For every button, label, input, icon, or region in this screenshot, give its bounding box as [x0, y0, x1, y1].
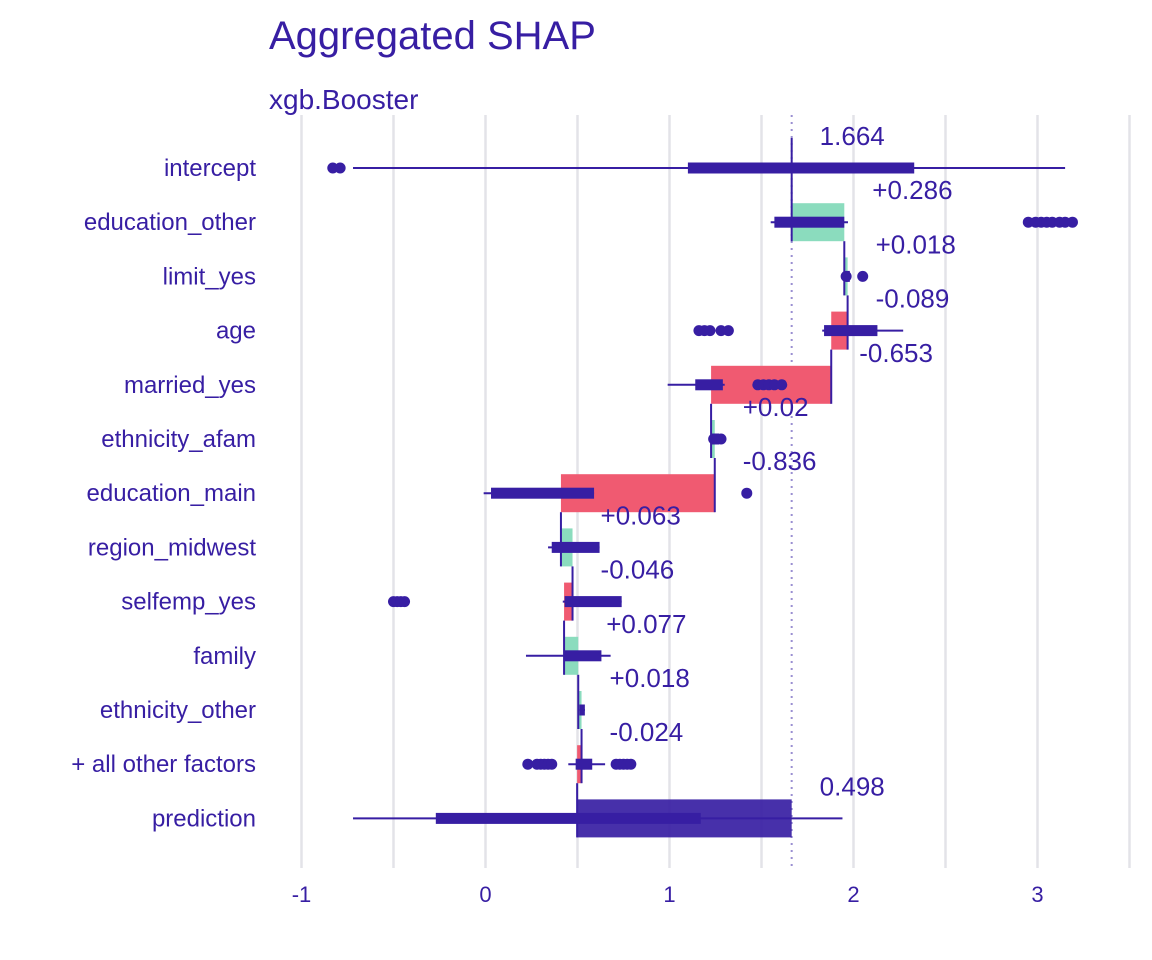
y-tick-label: education_main [87, 480, 256, 507]
y-tick-label: family [193, 643, 256, 670]
y-tick-label: ethnicity_other [100, 697, 256, 724]
boxplot-outlier [840, 270, 852, 282]
value-label: -0.046 [601, 555, 675, 585]
x-tick-label: 3 [1031, 882, 1043, 907]
boxplot-outlier [399, 596, 411, 608]
boxplot-box [491, 487, 595, 499]
boxplot-box [687, 162, 915, 174]
grid-lines [300, 115, 1131, 868]
y-tick-label: prediction [152, 805, 256, 832]
x-tick-label: 2 [847, 882, 859, 907]
x-tick-label: 1 [663, 882, 675, 907]
value-label: -0.653 [859, 338, 933, 368]
value-label: -0.836 [743, 446, 817, 476]
y-tick-label: region_midwest [88, 534, 256, 561]
boxplot-outlier [741, 487, 753, 499]
value-label: -0.089 [876, 284, 950, 314]
boxplot-outlier [625, 758, 637, 770]
boxplot-outlier [857, 270, 869, 282]
boxplot-box [551, 541, 600, 553]
boxplot-outlier [704, 325, 716, 337]
y-tick-label: + all other factors [71, 751, 256, 778]
boxplot-box [575, 758, 593, 770]
value-label: 1.664 [820, 121, 885, 151]
y-tick-label: intercept [164, 155, 256, 182]
value-label: +0.02 [743, 392, 809, 422]
value-label: 0.498 [820, 771, 885, 801]
value-labels: 1.664 +0.286 +0.018 -0.089 -0.653 +0.02 -0.836… [601, 121, 956, 801]
boxplot-outlier [722, 325, 734, 337]
chart-subtitle: xgb.Booster [269, 84, 419, 115]
boxplot-box [774, 216, 845, 228]
x-tick-label: 0 [479, 882, 491, 907]
value-label: +0.077 [606, 609, 686, 639]
y-tick-label: limit_yes [163, 263, 256, 290]
y-tick-label: education_other [84, 209, 256, 236]
chart-title: Aggregated SHAP [269, 14, 596, 58]
value-label: -0.024 [610, 717, 684, 747]
boxplot-box [435, 812, 701, 824]
value-label: +0.018 [876, 229, 956, 259]
boxplot-box [695, 379, 723, 391]
boxplot-outlier [334, 162, 346, 174]
boxplot-box [579, 704, 585, 716]
contribution-bars [559, 138, 849, 838]
boxplot-outlier [776, 379, 788, 391]
boxplot-box [824, 325, 878, 337]
y-tick-label: married_yes [124, 372, 256, 399]
boxplot-outlier [1066, 216, 1078, 228]
boxplot-outlier [546, 758, 558, 770]
boxplot-box [564, 596, 622, 608]
x-tick-label: -1 [292, 882, 312, 907]
y-tick-label: age [216, 318, 256, 345]
x-axis-tick-labels: -1 0 1 2 3 [292, 882, 1044, 907]
boxplots [327, 162, 1078, 824]
value-label: +0.286 [872, 175, 952, 205]
y-tick-label: selfemp_yes [121, 589, 256, 616]
value-label: +0.018 [610, 663, 690, 693]
value-label: +0.063 [601, 500, 681, 530]
y-tick-label: ethnicity_afam [101, 426, 256, 453]
boxplot-outlier [522, 758, 534, 770]
boxplot-outlier [715, 433, 727, 445]
boxplot-box [564, 650, 602, 662]
